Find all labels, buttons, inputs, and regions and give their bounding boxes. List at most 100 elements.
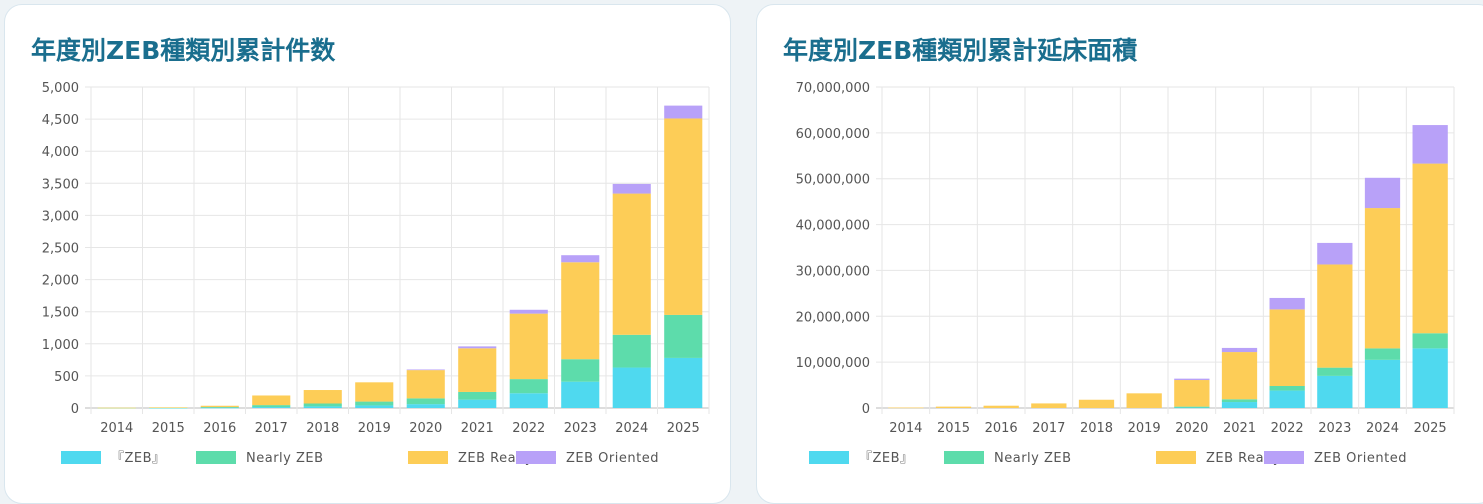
y-tick-label: 2,500 (42, 242, 79, 257)
y-tick-label: 10,000,000 (796, 356, 870, 371)
bar-zeb-ready-2022[interactable] (1269, 309, 1305, 386)
bar-zeb-2025[interactable] (664, 357, 703, 408)
bar-zeb-ready-2016[interactable] (983, 405, 1019, 408)
legend-swatch-zeb-ready[interactable] (408, 451, 448, 464)
y-tick-label: 40,000,000 (796, 219, 870, 234)
chart-card-floor-area: 年度別ZEB種類別累計延床面積 0 10,000,000 20,000,000 30,… (756, 4, 1483, 504)
bar-zeb-oriented-2021[interactable] (458, 346, 497, 349)
bar-zeb-2020[interactable] (1174, 407, 1210, 409)
legend-label-zeb[interactable]: 『ZEB』 (859, 451, 914, 466)
bar-zeb-2016[interactable] (200, 407, 239, 409)
bar-zeb-ready-2017[interactable] (252, 395, 291, 406)
bar-zeb-ready-2018[interactable] (303, 390, 342, 404)
bar-zeb-2018[interactable] (303, 406, 342, 408)
bar-nearly-zeb-2021[interactable] (1221, 399, 1258, 403)
bar-zeb-2021[interactable] (458, 399, 497, 408)
bar-zeb-2022[interactable] (509, 393, 548, 408)
y-tick-label: 4,000 (42, 145, 79, 160)
legend-swatch-zeb-ready[interactable] (1156, 451, 1196, 464)
bar-nearly-zeb-2017[interactable] (252, 405, 291, 408)
bar-zeb-ready-2015[interactable] (149, 407, 188, 408)
bar-zeb-ready-2025[interactable] (1412, 163, 1448, 334)
bar-nearly-zeb-2024[interactable] (1364, 348, 1401, 360)
legend-swatch-zeb-oriented[interactable] (516, 451, 556, 464)
bar-zeb-ready-2018[interactable] (1078, 399, 1115, 408)
legend-label-nearly-zeb[interactable]: Nearly ZEB (994, 451, 1072, 466)
legend-swatch-nearly-zeb[interactable] (944, 451, 984, 464)
bar-zeb-2022[interactable] (1269, 390, 1305, 408)
bar-nearly-zeb-2021[interactable] (458, 391, 497, 400)
bar-zeb-oriented-2022[interactable] (1269, 297, 1305, 310)
legend-label-zeb-ready[interactable]: ZEB Ready (458, 451, 533, 466)
legend-swatch-zeb[interactable] (61, 451, 101, 464)
bar-zeb-ready-2020[interactable] (1174, 380, 1210, 407)
bar-zeb-oriented-2024[interactable] (612, 183, 651, 194)
y-tick-label: 2,000 (42, 274, 79, 289)
bar-zeb-2024[interactable] (1364, 359, 1401, 408)
legend-label-zeb[interactable]: 『ZEB』 (111, 451, 166, 466)
legend-swatch-zeb[interactable] (809, 451, 849, 464)
stacked-bar-chart-floor-area: 0 10,000,000 20,000,000 30,000,000 40,000,00… (796, 81, 1455, 466)
bar-zeb-oriented-2021[interactable] (1221, 347, 1258, 353)
bar-zeb-ready-2015[interactable] (935, 406, 972, 408)
legend-label-zeb-ready[interactable]: ZEB Ready (1206, 451, 1281, 466)
grid-lines (85, 86, 710, 414)
bar-zeb-2023[interactable] (1317, 375, 1353, 408)
bar-zeb-ready-2025[interactable] (664, 118, 703, 315)
bar-zeb-2024[interactable] (612, 367, 651, 408)
x-tick-label: 2016 (203, 421, 236, 436)
bar-nearly-zeb-2023[interactable] (1317, 367, 1353, 376)
bar-zeb-oriented-2025[interactable] (664, 105, 703, 119)
bar-zeb-ready-2017[interactable] (1031, 403, 1067, 408)
bar-zeb-2021[interactable] (1221, 402, 1258, 408)
bar-zeb-oriented-2025[interactable] (1412, 125, 1448, 164)
bar-nearly-zeb-2023[interactable] (561, 359, 600, 382)
bar-zeb-oriented-2020[interactable] (1174, 378, 1210, 381)
bar-nearly-zeb-2022[interactable] (1269, 385, 1305, 391)
bar-zeb-oriented-2023[interactable] (1317, 242, 1353, 265)
bar-nearly-zeb-2024[interactable] (612, 334, 651, 368)
legend-label-zeb-oriented[interactable]: ZEB Oriented (1314, 451, 1407, 466)
bar-nearly-zeb-2025[interactable] (1412, 333, 1448, 349)
bar-nearly-zeb-2020[interactable] (1174, 406, 1210, 408)
y-tick-label: 5,000 (42, 81, 79, 96)
legend-label-zeb-oriented[interactable]: ZEB Oriented (566, 451, 659, 466)
x-tick-label: 2023 (564, 421, 597, 436)
bar-zeb-ready-2019[interactable] (1126, 393, 1162, 408)
bar-zeb-ready-2023[interactable] (561, 262, 600, 360)
bar-zeb-oriented-2020[interactable] (406, 369, 445, 371)
bar-zeb-ready-2014[interactable] (97, 407, 136, 409)
bar-nearly-zeb-2016[interactable] (200, 407, 239, 408)
legend-swatch-nearly-zeb[interactable] (196, 451, 236, 464)
bar-nearly-zeb-2022[interactable] (509, 379, 548, 394)
bar-nearly-zeb-2020[interactable] (406, 398, 445, 405)
bar-zeb-2020[interactable] (406, 404, 445, 408)
x-tick-label: 2015 (937, 421, 970, 436)
bar-zeb-2017[interactable] (252, 407, 291, 408)
y-tick-label: 500 (54, 370, 79, 385)
bar-zeb-ready-2016[interactable] (200, 405, 239, 408)
bar-zeb-ready-2023[interactable] (1317, 264, 1353, 368)
bar-zeb-ready-2019[interactable] (355, 382, 394, 402)
bar-zeb-2025[interactable] (1412, 348, 1448, 408)
bar-nearly-zeb-2019[interactable] (355, 401, 394, 406)
bar-zeb-ready-2022[interactable] (509, 313, 548, 380)
bar-zeb-ready-2020[interactable] (406, 370, 445, 399)
bar-zeb-2015[interactable] (149, 407, 188, 409)
bar-zeb-ready-2021[interactable] (458, 348, 497, 392)
bar-zeb-ready-2024[interactable] (612, 193, 651, 335)
x-tick-label: 2023 (1318, 421, 1351, 436)
bar-nearly-zeb-2025[interactable] (664, 314, 703, 358)
bar-zeb-2019[interactable] (355, 405, 394, 408)
legend-label-nearly-zeb[interactable]: Nearly ZEB (246, 451, 324, 466)
bar-zeb-oriented-2022[interactable] (509, 309, 548, 314)
bar-zeb-2023[interactable] (561, 381, 600, 408)
legend-swatch-zeb-oriented[interactable] (1264, 451, 1304, 464)
bar-nearly-zeb-2018[interactable] (303, 403, 342, 407)
x-tick-label: 2021 (461, 421, 494, 436)
bar-zeb-ready-2024[interactable] (1364, 208, 1401, 349)
bar-zeb-oriented-2023[interactable] (561, 255, 600, 263)
bar-zeb-ready-2021[interactable] (1221, 352, 1258, 400)
bar-zeb-ready-2014[interactable] (888, 407, 924, 409)
bar-zeb-oriented-2024[interactable] (1364, 177, 1401, 209)
